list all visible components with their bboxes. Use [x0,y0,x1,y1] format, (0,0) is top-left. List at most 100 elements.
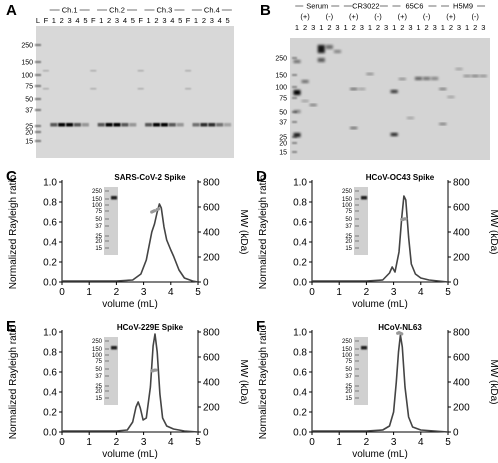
group-label: Ch.2 [109,6,125,15]
gel-band [439,123,447,125]
gel-band [176,123,184,127]
x-tick-label: 0 [59,437,65,448]
inset-marker-label: 100 [92,353,103,359]
inset-ladder-band [355,348,359,350]
panel-a-gel [36,26,234,158]
y-tick-label: 0.4 [293,238,307,249]
x-tick-label: 5 [445,287,451,298]
mw-point [156,207,161,211]
x-tick-label: 3 [391,287,397,298]
ladder-band [35,109,41,111]
ladder-band [35,74,41,76]
mw-point [400,332,404,336]
inset-marker-label: 15 [95,246,102,252]
inset-marker-label: 50 [345,367,352,373]
marker-label: 50 [279,110,287,117]
x-tick-label: 3 [141,437,147,448]
y-tick-label: 1.0 [43,328,57,339]
group-label: Ch.1 [62,6,78,15]
panel-b-letter: B [260,2,271,19]
inset-marker-label: 150 [342,347,353,353]
y-axis-label: Normalized Rayleigh ratio [8,324,19,439]
y-tick-label: 0.6 [293,368,307,379]
gel-band [74,123,81,127]
condition-label: (-) [326,12,334,21]
y-tick-label: 0.0 [293,428,307,439]
lane-label: 4 [123,16,127,25]
y-tick-label: 0.2 [293,408,307,419]
inset-ladder-band [355,210,359,212]
inset-ladder-band [105,218,109,220]
inset-ladder-band [105,348,109,350]
x-axis-label: volume (mL) [102,299,158,310]
gel-band [350,127,358,129]
y2-axis-label: MW (kDa) [238,210,249,255]
y-tick-label: 0.8 [43,198,57,209]
gel-band [309,104,317,106]
rayleigh-trace [62,333,199,433]
y-tick-label: 0.6 [43,218,57,229]
inset-ladder-band [355,360,359,362]
inset-ladder-band [355,225,359,227]
chart-title: HCoV-229E Spike [117,323,184,332]
ladder-band [35,98,41,100]
condition-label: (-) [471,12,479,21]
ladder-band [35,125,41,127]
gel-band [58,123,66,127]
y2-tick-label: 800 [453,328,470,339]
gel-band [398,78,406,80]
inset-ladder-band [105,385,109,387]
lane-label: 2 [376,23,380,32]
gel-band [216,123,224,127]
inset-sample-band [111,346,117,350]
x-tick-label: 1 [336,437,342,448]
gel-band [334,50,341,53]
gel-band [358,88,366,90]
lane-label: F [138,16,143,25]
gel-band [42,70,49,72]
lane-label: F [186,16,191,25]
lane-label: F [44,16,49,25]
lane-label: 1 [52,16,56,25]
gel-band [168,123,176,127]
inset-marker-label: 37 [95,224,102,230]
inset-sample-band [361,346,367,350]
lane-label: 2 [425,23,429,32]
gel-band [447,96,455,98]
inset-marker-label: 25 [95,234,102,240]
y-tick-label: 0.2 [293,258,307,269]
y2-tick-label: 600 [453,353,470,364]
lane-label: 2 [400,23,404,32]
inset-ladder-band [105,240,109,242]
gel-band [137,70,144,72]
inset-marker-label: 75 [95,209,102,215]
y-tick-label: 0.0 [43,278,57,289]
y-tick-label: 0.8 [293,348,307,359]
x-tick-label: 2 [364,287,370,298]
inset-gel-lane [354,337,368,405]
ladder-band [35,131,41,133]
y2-tick-label: 0 [453,428,459,439]
inset-marker-label: 15 [95,396,102,402]
gel-band [129,123,137,127]
panel-f: F HCoV-NL63 0 1 2 3 4 5 0.0 0.2 0.4 0.6 0.8 1.0 0 200 40… [256,318,498,460]
ladder-band [292,86,297,88]
gel-band [160,123,168,127]
group-label: Ch.3 [157,6,173,15]
gel-band [479,75,487,77]
marker-label: 25 [25,124,33,131]
y2-axis-label: MW (kDa) [238,360,249,405]
ladder-band [292,97,297,99]
gel-band [471,75,479,77]
lane-label: 1 [295,23,299,32]
y-tick-label: 0.6 [293,218,307,229]
panel-a-group-labels: Ch.1 Ch.2 Ch.3 Ch.4 [49,6,232,15]
lane-label: 5 [131,16,135,25]
lane-label: 2 [449,23,453,32]
y-tick-label: 1.0 [293,178,307,189]
panel-letter: C [6,168,17,185]
gel-band [455,68,463,70]
rayleigh-trace [312,195,449,283]
